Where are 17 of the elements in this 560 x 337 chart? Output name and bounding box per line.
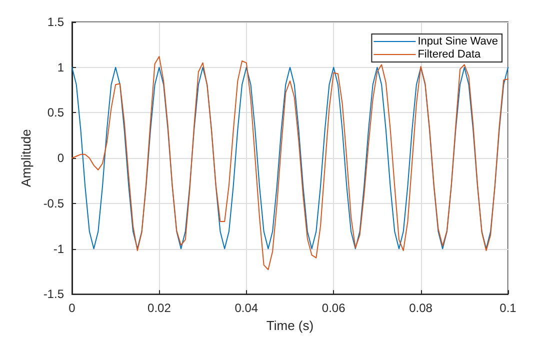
y-tick-label: 1	[57, 60, 64, 74]
y-tick-label: 0	[57, 151, 64, 166]
x-tick-label: 0.04	[234, 301, 258, 316]
y-tick-label: 1.5	[47, 15, 64, 29]
x-axis-title: Time (s)	[266, 318, 314, 333]
y-tick-label: -1.5	[43, 287, 64, 302]
x-tick-label: 0	[68, 301, 76, 316]
x-tick-label: 0.1	[500, 301, 517, 316]
y-tick-label: -0.5	[43, 196, 64, 210]
x-tick-label: 0.06	[322, 301, 346, 316]
legend-label: Input Sine Wave	[418, 36, 498, 48]
y-tick-label: -1	[53, 242, 64, 256]
legend-label: Filtered Data	[418, 48, 482, 60]
x-tick-label: 0.02	[148, 301, 172, 316]
x-tick-label: 0.08	[409, 301, 433, 316]
y-axis-title: Amplitude	[18, 129, 34, 187]
y-tick-label: 0.5	[47, 106, 64, 120]
